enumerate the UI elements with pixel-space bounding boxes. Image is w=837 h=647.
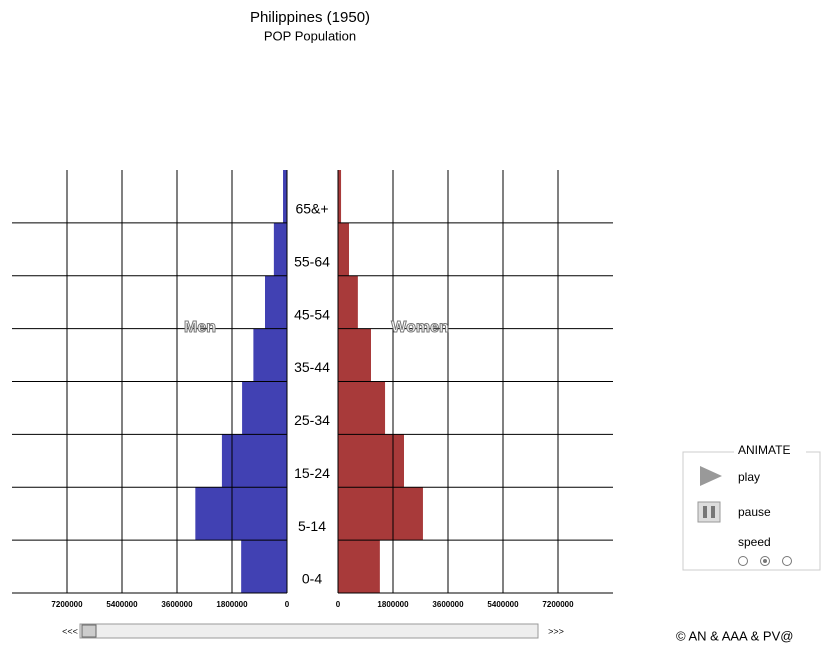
back-button[interactable]: <<< — [62, 626, 78, 636]
animate-label-bg — [734, 444, 806, 458]
age-label: 35-44 — [294, 359, 330, 375]
speed-radio[interactable] — [782, 556, 792, 566]
bar — [338, 328, 371, 382]
x-tick-label: 0 — [285, 600, 290, 609]
age-label: 15-24 — [294, 465, 330, 481]
series-label: Men — [184, 319, 216, 336]
bar — [338, 487, 423, 541]
age-label: 0-4 — [302, 571, 322, 587]
pause-label[interactable]: pause — [738, 505, 771, 519]
play-icon[interactable] — [700, 466, 722, 486]
pyramid: 0 1800000 3600000 5400000 7200000 Men 0 1800000… — [12, 170, 613, 609]
x-tick-label: 0 — [336, 600, 341, 609]
bar — [273, 222, 287, 276]
speed-radio[interactable] — [738, 556, 748, 566]
chart-title: Philippines (1950) — [250, 9, 370, 26]
age-label: 55-64 — [294, 253, 330, 269]
x-tick-label: 1800000 — [377, 600, 409, 609]
age-label: 5-14 — [298, 518, 326, 534]
bar — [283, 170, 287, 223]
bar — [338, 170, 342, 223]
slider-track[interactable] — [79, 623, 539, 639]
bar — [265, 275, 287, 329]
pause-bar — [711, 506, 715, 518]
x-tick-label: 3600000 — [161, 600, 193, 609]
bar — [338, 275, 358, 329]
pause-icon[interactable] — [697, 501, 721, 523]
series-label: Women — [391, 319, 448, 336]
x-tick-label: 7200000 — [51, 600, 83, 609]
bar — [253, 328, 287, 382]
bar — [338, 434, 404, 488]
x-tick-label: 3600000 — [432, 600, 464, 609]
x-tick-label: 7200000 — [542, 600, 574, 609]
pause-bar — [703, 506, 707, 518]
x-tick-label: 5400000 — [487, 600, 519, 609]
forward-button[interactable]: >>> — [548, 626, 564, 636]
bar — [338, 222, 349, 276]
x-tick-label: 5400000 — [106, 600, 138, 609]
speed-radio-dot — [763, 559, 767, 563]
slider-thumb[interactable] — [81, 624, 97, 638]
animate-label: ANIMATE — [738, 443, 790, 457]
play-label[interactable]: play — [738, 470, 760, 484]
bar — [241, 540, 287, 593]
bar — [242, 381, 287, 435]
x-tick-label: 1800000 — [216, 600, 248, 609]
bar — [195, 487, 287, 541]
copyright: © AN & AAA & PV@ — [676, 628, 793, 643]
bar — [338, 540, 380, 593]
speed-label: speed — [738, 535, 771, 549]
age-label: 65&+ — [295, 201, 328, 217]
bar — [338, 381, 386, 435]
chart-subtitle: POP Population — [264, 28, 356, 43]
age-label: 25-34 — [294, 412, 330, 428]
bar — [221, 434, 287, 488]
age-label: 45-54 — [294, 306, 330, 322]
